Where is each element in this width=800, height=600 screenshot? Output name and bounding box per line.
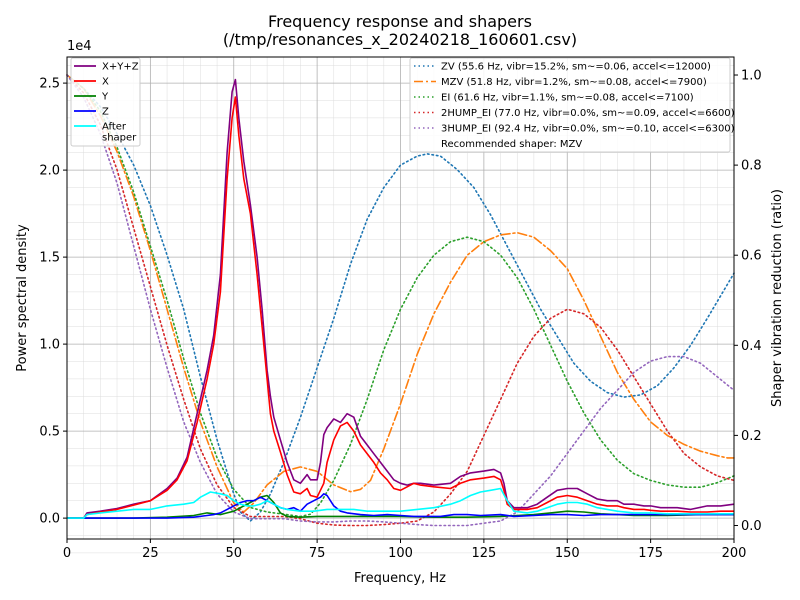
y-axis-multiplier: 1e4 [67,39,92,54]
x-tick-label: 50 [225,546,242,561]
shaper-line-1 [66,74,735,514]
x-tick-label: 100 [388,546,413,561]
y-tick-label: 1.0 [39,338,60,353]
y-tick-label: 0.0 [39,512,60,527]
legend-psd-label-4: shaper [102,133,137,144]
psd-line-3 [67,493,734,519]
plot-area-frame [66,56,735,540]
psd-line-4 [67,487,734,519]
y-tick-label: 1.5 [39,251,60,266]
x-tick-label: 25 [142,546,159,561]
psd-line-0 [67,78,735,519]
legend-psd-label-0: X+Y+Z [102,62,139,73]
shaper-series-group [66,74,735,527]
x-tick-label: 150 [555,546,580,561]
x-tick-label: 75 [309,546,326,561]
y2-tick-label: 0.0 [741,519,762,534]
legend-shaper-label-3: 2HUMP_EI (77.0 Hz, vibr=0.0%, sm~=0.09, … [441,108,735,119]
legend-shaper-label-1: MZV (51.8 Hz, vibr=1.2%, sm~=0.08, accel… [441,77,707,88]
psd-line-1 [67,96,734,519]
legend-recommended-shaper: Recommended shaper: MZV [441,139,582,150]
legend-psd-label-4: After [102,122,127,133]
legend-shaper-label-0: ZV (55.6 Hz, vibr=15.2%, sm~=0.06, accel… [441,62,711,73]
y-tick-label: 2.0 [39,164,60,179]
legend-shaper-frame [409,57,731,153]
y2-tick-label: 0.4 [741,339,762,354]
y-tick-label: 0.5 [39,425,60,440]
x-tick-label: 200 [722,546,747,561]
psd-line-2 [67,494,734,519]
chart-title-line1: Frequency response and shapers [268,12,532,31]
legend-psd-label-1: X [102,77,109,88]
y2-tick-label: 0.6 [741,249,762,264]
y-axis-label: Power spectral density [15,224,30,372]
legend-psd-frame [70,57,141,147]
shaper-line-4 [66,74,735,527]
legend-psd-label-2: Y [101,92,109,103]
y2-tick-label: 0.8 [741,159,762,174]
x-tick-label: 125 [471,546,496,561]
legend-psd-label-3: Z [102,107,109,118]
legend-shapers: ZV (55.6 Hz, vibr=15.2%, sm~=0.06, accel… [409,57,735,153]
chart-title-line2: (/tmp/resonances_x_20240218_160601.csv) [223,30,577,50]
y2-axis-label: Shaper vibration reduction (ratio) [770,189,785,407]
y-tick-label: 2.5 [39,77,60,92]
x-tick-label: 0 [63,546,71,561]
psd-series-group [67,78,735,519]
shaper-line-0 [66,74,735,523]
legend-shaper-label-4: 3HUMP_EI (92.4 Hz, vibr=0.0%, sm~=0.10, … [441,124,735,135]
axis-ticks: 0 25 50 75 100 125 150 175 200 0.0 0.5 1.0 1.5 2.0 2.5… [39,69,761,561]
y2-tick-label: 1.0 [741,69,762,84]
shaper-line-2 [66,74,735,518]
x-axis-label: Frequency, Hz [354,571,446,586]
y2-tick-label: 0.2 [741,429,762,444]
x-tick-label: 175 [638,546,663,561]
shaper-line-3 [66,74,735,527]
legend-shaper-label-2: EI (61.6 Hz, vibr=1.1%, sm~=0.08, accel<… [441,93,694,104]
